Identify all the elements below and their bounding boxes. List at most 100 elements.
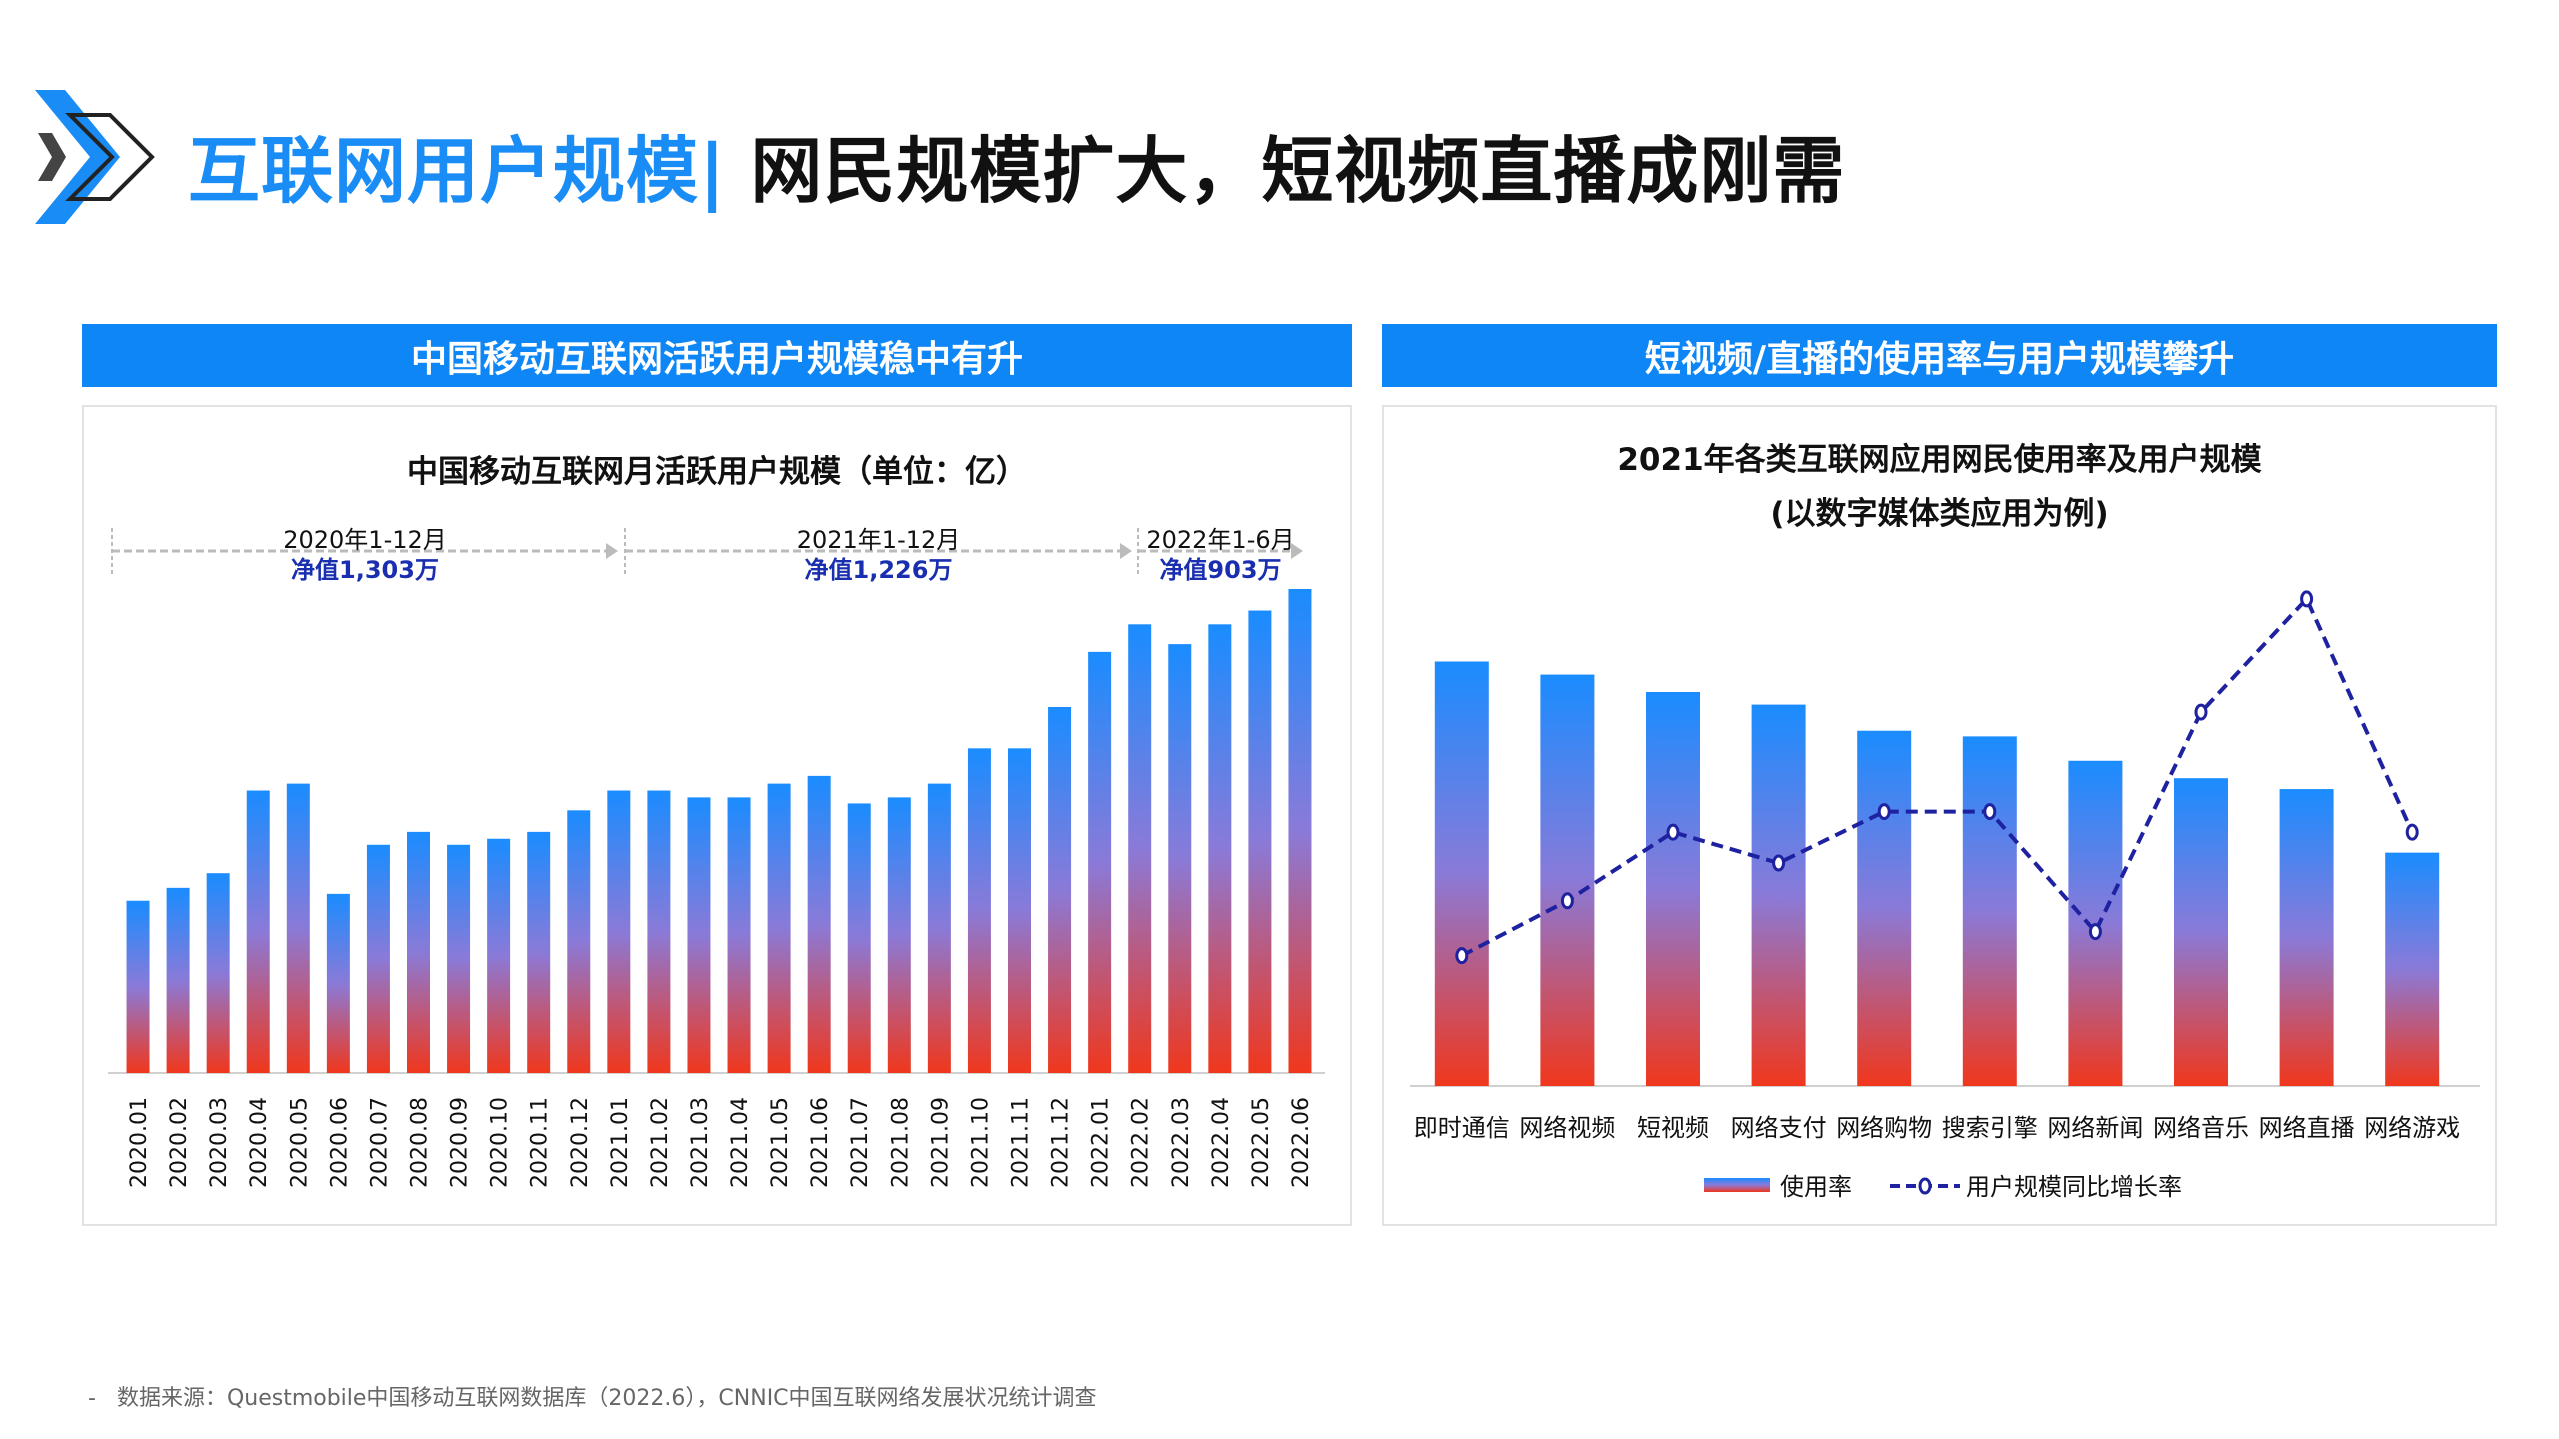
bar-2020.09	[447, 844, 471, 1073]
x-tick-label: 网络视频	[1519, 1114, 1615, 1142]
left-chart-title: 中国移动互联网月活跃用户规模（单位：亿）	[407, 454, 1027, 490]
right-chart-title: 2021年各类互联网应用网民使用率及用户规模	[1617, 442, 2262, 478]
x-tick-label: 即时通信	[1414, 1114, 1510, 1142]
title-headline: 网民规模扩大，短视频直播成刚需	[750, 129, 1846, 213]
bar-2020.05	[286, 783, 310, 1073]
bar-搜索引擎	[1962, 736, 2017, 1086]
x-tick-label: 网络支付	[1731, 1114, 1827, 1142]
bar-2020.07	[366, 844, 390, 1073]
period-label: 2021年1-12月	[797, 526, 961, 554]
x-tick-label: 2020.03	[207, 1097, 232, 1188]
bar-2022.05	[1248, 610, 1272, 1073]
title-topic: 互联网用户规模|	[188, 129, 727, 213]
growth-point	[1877, 803, 1891, 821]
bar-2021.09	[927, 783, 951, 1073]
page-title: 互联网用户规模| 网民规模扩大，短视频直播成刚需	[188, 112, 1845, 217]
x-tick-label: 2020.11	[528, 1097, 553, 1188]
bar-2022.06	[1288, 589, 1312, 1073]
x-tick-label: 2020.08	[408, 1097, 433, 1188]
growth-point	[2088, 923, 2102, 941]
period-arrow-head	[1120, 543, 1132, 559]
x-tick-label: 2021.07	[848, 1097, 873, 1188]
bar-网络游戏	[2385, 852, 2440, 1086]
growth-point	[1666, 823, 1680, 841]
left-panel-header: 中国移动互联网活跃用户规模稳中有升	[82, 324, 1352, 387]
x-tick-label: 2021.08	[888, 1097, 913, 1188]
period-label: 2022年1-6月	[1146, 526, 1294, 554]
left-panel	[82, 405, 1352, 1226]
x-tick-label: 网络游戏	[2364, 1114, 2460, 1142]
bar-网络视频	[1540, 674, 1595, 1086]
bar-2020.12	[567, 810, 591, 1073]
x-tick-label: 2021.04	[728, 1097, 753, 1188]
x-tick-label: 2021.05	[768, 1097, 793, 1188]
growth-point	[1983, 803, 1997, 821]
x-tick-label: 2021.12	[1049, 1097, 1074, 1188]
bar-2021.01	[607, 790, 631, 1073]
bar-2021.02	[647, 790, 671, 1073]
bar-2021.12	[1048, 706, 1072, 1073]
footer-bullet: -	[88, 1386, 96, 1411]
growth-point	[2405, 823, 2419, 841]
x-tick-label: 2022.05	[1249, 1097, 1274, 1188]
legend-label-growth: 用户规模同比增长率	[1966, 1173, 2182, 1201]
x-tick-label: 2020.01	[127, 1097, 152, 1188]
x-tick-label: 网络新闻	[2047, 1114, 2143, 1142]
double-chevron-icon	[35, 90, 155, 224]
x-tick-label: 短视频	[1637, 1114, 1709, 1142]
x-tick-label: 2020.02	[167, 1097, 192, 1188]
x-tick-label: 2022.04	[1209, 1097, 1234, 1188]
bar-网络支付	[1751, 704, 1806, 1086]
growth-point	[2194, 703, 2208, 721]
growth-point	[1455, 947, 1469, 965]
bar-2021.11	[1008, 748, 1031, 1073]
bar-2020.11	[527, 831, 551, 1073]
bar-即时通信	[1434, 661, 1489, 1086]
bar-2022.01	[1088, 651, 1112, 1073]
right-chart-subtitle: (以数字媒体类应用为例)	[1770, 496, 2109, 532]
bar-2021.04	[727, 797, 751, 1073]
x-tick-label: 2021.02	[648, 1097, 673, 1188]
bar-2021.05	[767, 783, 791, 1073]
x-tick-label: 2022.06	[1289, 1097, 1314, 1188]
x-tick-label: 2022.01	[1089, 1097, 1114, 1188]
bar-2021.06	[807, 775, 831, 1073]
x-tick-label: 2021.01	[608, 1097, 633, 1188]
net-growth-label: 净值1,303万	[291, 556, 439, 584]
period-label: 2020年1-12月	[283, 526, 447, 554]
x-tick-label: 搜索引擎	[1942, 1114, 2038, 1142]
growth-point	[1560, 892, 1574, 910]
period-arrow-head	[1291, 543, 1303, 559]
bar-网络直播	[2279, 789, 2334, 1086]
x-tick-label: 2020.05	[287, 1097, 312, 1188]
x-tick-label: 网络音乐	[2153, 1114, 2249, 1142]
bar-2020.08	[407, 831, 430, 1073]
x-tick-label: 2020.12	[568, 1097, 593, 1188]
legend-line-marker	[1918, 1177, 1932, 1195]
x-tick-label: 2020.10	[488, 1097, 513, 1188]
bar-短视频	[1646, 691, 1700, 1086]
growth-line	[1460, 595, 2415, 958]
bar-2020.02	[166, 887, 190, 1073]
x-tick-label: 2021.03	[688, 1097, 713, 1188]
x-tick-label: 2020.07	[367, 1097, 392, 1188]
x-tick-label: 2021.10	[968, 1097, 993, 1188]
x-tick-label: 网络直播	[2259, 1114, 2355, 1142]
bar-网络音乐	[2174, 778, 2228, 1086]
right-panel	[1382, 405, 2497, 1226]
growth-point	[1772, 854, 1786, 872]
x-tick-label: 2022.02	[1129, 1097, 1154, 1188]
bar-2022.04	[1208, 624, 1232, 1073]
bar-2021.08	[887, 797, 911, 1073]
legend-label-usage: 使用率	[1780, 1173, 1852, 1201]
net-growth-label: 净值1,226万	[805, 556, 953, 584]
footer-source: - 数据来源：Questmobile中国移动互联网数据库（2022.6），CNN…	[88, 1380, 1097, 1412]
footer-source-text: 数据来源：Questmobile中国移动互联网数据库（2022.6），CNNIC…	[116, 1386, 1097, 1411]
bar-2021.07	[847, 803, 871, 1073]
x-tick-label: 2022.03	[1169, 1097, 1194, 1188]
bar-2020.03	[206, 873, 230, 1073]
bar-2020.01	[126, 900, 150, 1073]
growth-point	[2300, 590, 2314, 608]
bar-2020.10	[487, 838, 511, 1073]
